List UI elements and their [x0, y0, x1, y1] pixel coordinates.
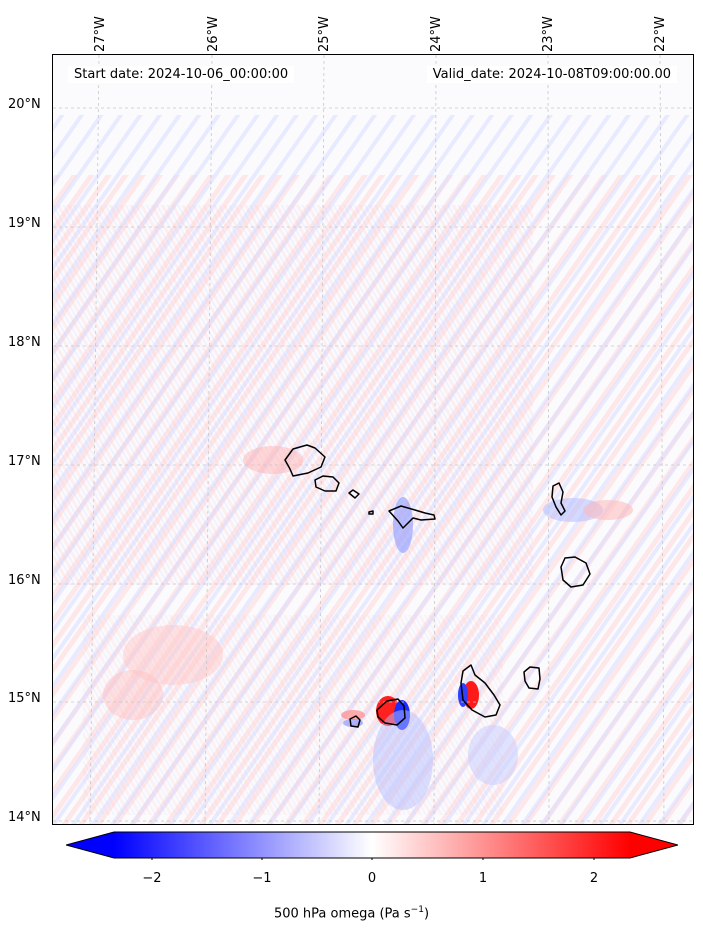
colorbar-tick-2: 2 [589, 871, 599, 886]
lon-tick-27w: 27°W [93, 16, 108, 52]
colorbar-label-sup: −1 [410, 905, 424, 915]
lon-tick-23w: 23°W [541, 16, 556, 52]
island-santiago [460, 664, 501, 718]
colorbar-max-arrow [630, 832, 678, 858]
map-panel[interactable] [52, 54, 694, 825]
colorbar-label-text: 500 hPa omega (Pa s [273, 906, 411, 922]
lon-tick-22w: 22°W [653, 16, 668, 52]
lon-tick-26w: 26°W [206, 16, 221, 52]
omega-field-map [53, 55, 693, 824]
lat-tick-19n: 19°N [8, 216, 41, 231]
lat-tick-18n: 18°N [8, 335, 41, 350]
omega-anomalies [103, 446, 633, 810]
island-sal [551, 482, 566, 516]
colorbar-tick-marks [151, 858, 595, 860]
colorbar-tick-0: 0 [367, 871, 377, 886]
colorbar [66, 831, 678, 860]
start-date-label: Start date: 2024-10-06_00:00:00 [68, 66, 295, 83]
coastlines [284, 444, 591, 728]
island-santa-luzia [348, 489, 360, 499]
colorbar-outline [66, 831, 678, 859]
island-santo-antao [284, 444, 326, 477]
field-texture-fine [53, 205, 533, 585]
lon-tick-24w: 24°W [429, 16, 444, 52]
colorbar-label-end: ) [423, 906, 430, 922]
gridlines [53, 55, 693, 824]
colorbar-tick-neg2: −2 [142, 871, 162, 886]
island-fogo [376, 698, 406, 726]
colorbar-min-arrow [66, 832, 114, 858]
island-raso [368, 510, 374, 515]
island-sao-nicolau [388, 505, 436, 529]
valid-date-label: Valid_date: 2024-10-08T09:00:00.00 [426, 66, 677, 83]
island-sao-vicente [314, 475, 340, 492]
island-maio [523, 666, 541, 690]
colorbar-tick-neg1: −1 [252, 871, 272, 886]
lat-tick-20n: 20°N [8, 97, 41, 112]
colorbar-label: 500 hPa omega (Pa s−1) [0, 905, 703, 921]
colorbar-gradient [114, 832, 630, 858]
lat-tick-16n: 16°N [8, 573, 41, 588]
island-brava [349, 715, 361, 728]
lat-tick-15n: 15°N [8, 691, 41, 706]
lat-tick-17n: 17°N [8, 454, 41, 469]
island-boa-vista [560, 556, 591, 588]
lon-tick-25w: 25°W [317, 16, 332, 52]
lat-tick-14n: 14°N [8, 810, 41, 825]
colorbar-tick-1: 1 [478, 871, 488, 886]
